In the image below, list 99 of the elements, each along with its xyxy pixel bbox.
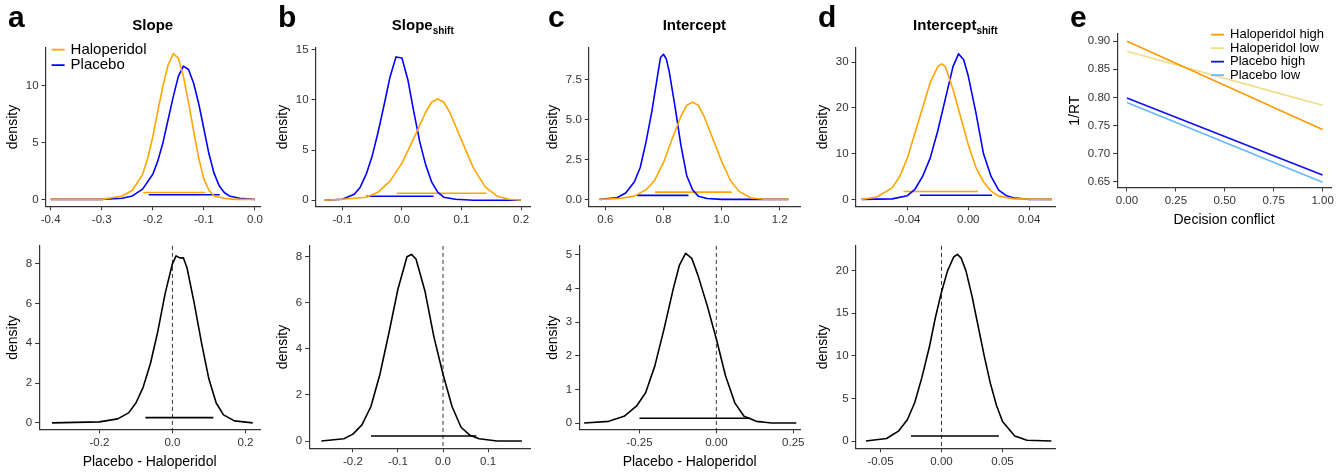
- y-tick-label: 5: [302, 143, 309, 156]
- x-tick-label: 0.0: [435, 455, 452, 468]
- x-tick-label: 0.8: [655, 213, 672, 226]
- y-tick-label: 2: [25, 376, 33, 389]
- y-tick-label: 4: [565, 281, 573, 294]
- x-tick-label: 0.6: [597, 213, 614, 226]
- y-axis-title: density: [274, 104, 291, 150]
- y-tick-label: 0: [842, 434, 849, 447]
- x-tick-label: -0.2: [89, 436, 110, 449]
- y-axis-title: density: [814, 104, 831, 150]
- y-tick-label: 0: [32, 192, 39, 205]
- y-tick-label: 20: [835, 263, 849, 276]
- y-axis-title: density: [814, 324, 831, 370]
- text: e: [1070, 0, 1087, 34]
- y-axis-title: density: [4, 315, 21, 360]
- y-tick-label: 10: [295, 93, 309, 106]
- x-tick-label: -0.1: [193, 213, 214, 226]
- x-tick-label: -0.1: [388, 455, 408, 468]
- x-tick-label: 0.1: [480, 455, 497, 468]
- x-tick-label: 0.2: [237, 436, 254, 449]
- y-tick-label: 0.65: [1087, 174, 1111, 187]
- y-tick-label: 3: [565, 315, 573, 328]
- chart-title: Intercept$_{shift}$: [912, 16, 999, 36]
- legend-label: Haloperidol: [70, 39, 147, 57]
- x-tick-label: 0.25: [782, 436, 805, 449]
- x-tick-label: 0.50: [1213, 194, 1236, 207]
- x-tick-label: 0.0: [164, 436, 181, 449]
- y-tick-label: 0: [302, 193, 309, 206]
- x-tick-label: 1.2: [771, 213, 788, 226]
- x-tick-label: -0.25: [626, 436, 653, 449]
- y-tick-label: 0.85: [1087, 62, 1111, 75]
- x-tick-label: 1.00: [1311, 194, 1334, 207]
- y-tick-label: 7.5: [565, 72, 582, 85]
- text: a: [8, 0, 25, 34]
- x-tick-label: 0.04: [1017, 213, 1041, 226]
- x-axis-title: Placebo - Haloperidol: [622, 453, 757, 470]
- chart-title: Slope: [131, 16, 175, 33]
- y-tick-label: 0: [295, 434, 303, 447]
- y-tick-label: 0: [25, 416, 33, 429]
- y-tick-label: 4: [295, 342, 303, 355]
- x-tick-label: 0.05: [991, 455, 1014, 468]
- x-tick-label: -0.2: [142, 213, 163, 226]
- y-tick-label: 5.0: [565, 112, 582, 125]
- y-tick-label: 6: [295, 295, 303, 308]
- y-tick-label: 10: [835, 146, 849, 159]
- x-tick-label: 0.00: [1115, 194, 1139, 207]
- y-axis-title: density: [4, 104, 21, 150]
- y-tick-label: 8: [295, 249, 303, 262]
- x-tick-label: -0.2: [342, 455, 363, 468]
- y-tick-label: 0.80: [1087, 90, 1111, 103]
- y-tick-label: 30: [835, 55, 849, 68]
- x-tick-label: -0.1: [332, 213, 353, 226]
- text: b: [278, 0, 297, 34]
- x-tick-label: 0.25: [1164, 194, 1188, 207]
- x-tick-label: 0.00: [705, 436, 728, 449]
- y-tick-label: 20: [835, 101, 849, 114]
- x-tick-label: -0.3: [91, 213, 112, 226]
- y-tick-label: 10: [25, 78, 39, 91]
- y-tick-label: 0: [842, 192, 849, 205]
- x-axis-title: Placebo - Haloperidol: [82, 453, 217, 470]
- x-tick-label: 0.2: [513, 213, 530, 226]
- y-axis-title: density: [544, 104, 561, 150]
- y-tick-label: 15: [295, 43, 309, 56]
- legend-label: Placebo high: [1230, 53, 1306, 69]
- y-tick-label: 0.70: [1087, 146, 1111, 159]
- x-axis-title: Decision conflict: [1173, 211, 1275, 228]
- y-axis-title: 1/RT: [1066, 95, 1083, 126]
- y-axis-title: density: [544, 315, 561, 360]
- text: d: [818, 0, 837, 34]
- x-tick-label: 0.00: [930, 455, 953, 468]
- x-tick-label: -0.04: [894, 213, 922, 226]
- x-tick-label: -0.05: [867, 455, 894, 468]
- y-tick-label: 8: [25, 256, 33, 269]
- y-tick-label: 2: [565, 348, 573, 361]
- y-tick-label: 5: [32, 135, 39, 148]
- y-tick-label: 0.90: [1087, 34, 1111, 47]
- y-tick-label: 2: [295, 388, 303, 401]
- x-tick-label: 0.75: [1262, 194, 1285, 207]
- y-tick-label: 10: [835, 349, 849, 361]
- chart-title: Intercept: [661, 16, 728, 33]
- x-tick-label: 0.0: [246, 213, 263, 226]
- y-tick-label: 0: [565, 416, 573, 429]
- y-tick-label: 4: [25, 336, 33, 349]
- y-axis-title: density: [274, 324, 291, 370]
- x-tick-label: 1.0: [713, 213, 730, 226]
- y-tick-label: 5: [565, 248, 573, 261]
- y-tick-label: 15: [835, 306, 849, 319]
- x-tick-label: 0.1: [453, 213, 470, 226]
- y-tick-label: 1: [565, 382, 573, 395]
- x-tick-label: 0.0: [393, 213, 410, 226]
- y-tick-label: 2.5: [565, 152, 582, 165]
- y-tick-label: 0.75: [1087, 118, 1111, 131]
- chart-title: Slope$_{shift}$: [390, 16, 455, 36]
- x-tick-label: -0.4: [40, 213, 62, 226]
- legend-label: Haloperidol high: [1230, 26, 1324, 42]
- x-tick-label: 0.00: [957, 213, 980, 226]
- text: c: [548, 0, 565, 34]
- y-tick-label: 6: [25, 296, 33, 309]
- y-tick-label: 5: [842, 391, 849, 404]
